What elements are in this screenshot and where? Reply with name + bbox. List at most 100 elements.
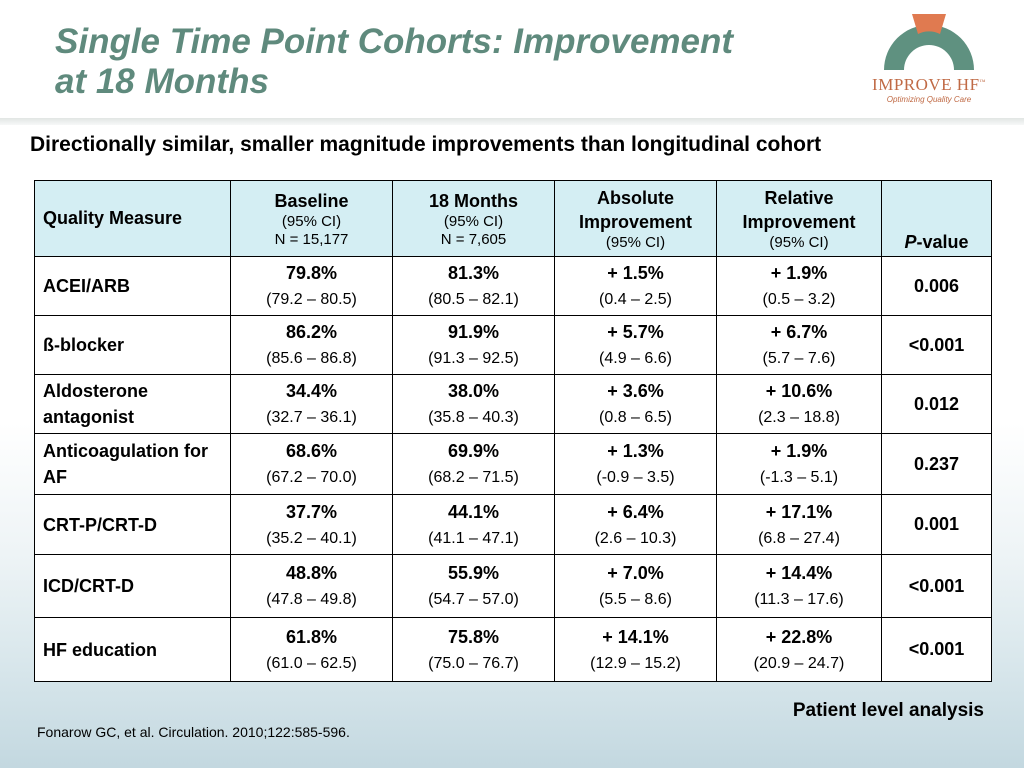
cell-value: 37.7% xyxy=(285,501,338,522)
header-baseline-n: N = 15,177 xyxy=(274,230,349,248)
slide-title: Single Time Point Cohorts: Improvement a… xyxy=(55,22,855,102)
header-relative-ci: (95% CI) xyxy=(769,233,829,251)
cell-confidence-interval: (-1.3 – 5.1) xyxy=(759,469,839,486)
header-18-months-n: N = 7,605 xyxy=(440,230,507,248)
cell-confidence-interval: (41.1 – 47.1) xyxy=(428,529,519,547)
cell-value: 48.8% xyxy=(285,563,338,583)
header-relative-improvement: Relative Improvement (95% CI) xyxy=(716,180,882,257)
logo-tagline: Optimizing Quality Care xyxy=(886,95,972,104)
cell-m18: 91.9% (91.3 – 92.5) xyxy=(392,315,555,375)
cell-p-value: 0.237 xyxy=(881,433,992,495)
cell-value: 44.1% xyxy=(447,501,500,522)
header-baseline: Baseline (95% CI) N = 15,177 xyxy=(230,180,393,257)
cell-confidence-interval: (2.3 – 18.8) xyxy=(758,409,840,426)
cell-value: + 1.3% xyxy=(607,441,664,461)
header-18-months: 18 Months (95% CI) N = 7,605 xyxy=(392,180,555,257)
slide-subtitle: Directionally similar, smaller magnitude… xyxy=(30,133,822,156)
cell-value: + 3.6% xyxy=(607,381,664,401)
table-row: ß-blocker 86.2% (85.6 – 86.8) 91.9% (91.3 – … xyxy=(34,315,992,375)
cell-confidence-interval: (85.6 – 86.8) xyxy=(266,350,357,367)
cell-value: 61.8% xyxy=(285,626,338,647)
cell-m18: 38.0% (35.8 – 40.3) xyxy=(392,374,555,434)
cell-rel: + 6.7% (5.7 – 7.6) xyxy=(716,315,882,375)
cell-abs: + 1.3% (-0.9 – 3.5) xyxy=(554,433,717,495)
cell-confidence-interval: (0.8 – 6.5) xyxy=(599,409,672,426)
row-quality-measure: HF education xyxy=(34,617,231,682)
cell-value: + 1.9% xyxy=(770,441,828,461)
cell-confidence-interval: (79.2 – 80.5) xyxy=(266,291,357,308)
header-divider xyxy=(0,118,1024,125)
cell-value: 68.6% xyxy=(285,441,338,461)
quality-measures-table: Quality Measure Baseline (95% CI) N = 15… xyxy=(34,180,992,682)
row-quality-measure: CRT-P/CRT-D xyxy=(34,494,231,555)
cell-abs: + 3.6% (0.8 – 6.5) xyxy=(554,374,717,434)
cell-confidence-interval: (32.7 – 36.1) xyxy=(266,409,357,426)
header-baseline-title: Baseline xyxy=(274,190,349,211)
cell-rel: + 1.9% (-1.3 – 5.1) xyxy=(716,433,882,495)
cell-value: + 1.9% xyxy=(770,263,828,283)
cell-abs: + 1.5% (0.4 – 2.5) xyxy=(554,256,717,316)
table-row: Aldosterone antagonist 34.4% (32.7 – 36.1)… xyxy=(34,374,992,434)
cell-baseline: 61.8% (61.0 – 62.5) xyxy=(230,617,393,682)
cell-confidence-interval: (4.9 – 6.6) xyxy=(599,350,672,367)
cell-confidence-interval: (5.5 – 8.6) xyxy=(599,591,672,608)
cell-confidence-interval: (11.3 – 17.6) xyxy=(754,591,844,608)
cell-value: 38.0% xyxy=(447,381,500,401)
cell-value: + 10.6% xyxy=(765,381,833,401)
cell-value: + 5.7% xyxy=(607,322,664,342)
improve-hf-logo: IMPROVE HF™ Optimizing Quality Care xyxy=(864,8,994,108)
cell-p-value: <0.001 xyxy=(881,617,992,682)
cell-confidence-interval: (91.3 – 92.5) xyxy=(428,350,519,367)
cell-confidence-interval: (61.0 – 62.5) xyxy=(266,654,357,672)
cell-value: 81.3% xyxy=(447,263,500,283)
cell-rel: + 1.9% (0.5 – 3.2) xyxy=(716,256,882,316)
cell-baseline: 79.8% (79.2 – 80.5) xyxy=(230,256,393,316)
cell-value: 79.8% xyxy=(285,263,338,283)
logo-arch-icon xyxy=(884,14,974,70)
cell-value: 55.9% xyxy=(447,563,500,583)
cell-baseline: 34.4% (32.7 – 36.1) xyxy=(230,374,393,434)
cell-value: 69.9% xyxy=(447,441,500,461)
cell-abs: + 7.0% (5.5 – 8.6) xyxy=(554,554,717,618)
cell-baseline: 37.7% (35.2 – 40.1) xyxy=(230,494,393,555)
logo-wordmark: IMPROVE HF™ xyxy=(864,75,994,95)
cell-confidence-interval: (0.4 – 2.5) xyxy=(599,291,672,308)
header-p-value: P-value xyxy=(881,180,992,257)
cell-confidence-interval: (20.9 – 24.7) xyxy=(753,654,845,672)
slide-title-line-2: at 18 Months xyxy=(55,62,269,101)
table-header-row: Quality Measure Baseline (95% CI) N = 15… xyxy=(34,180,992,257)
table-row: Anticoagulation for AF 68.6% (67.2 – 70.0)… xyxy=(34,433,992,495)
cell-confidence-interval: (35.2 – 40.1) xyxy=(266,529,357,547)
cell-confidence-interval: (12.9 – 15.2) xyxy=(590,654,681,672)
cell-confidence-interval: (0.5 – 3.2) xyxy=(762,291,836,308)
table-row: ACEI/ARB 79.8% (79.2 – 80.5) 81.3% (80.5 – 8… xyxy=(34,256,992,316)
header-18-months-title: 18 Months xyxy=(428,190,518,211)
cell-value: + 14.4% xyxy=(765,563,833,583)
cell-confidence-interval: (54.7 – 57.0) xyxy=(428,591,519,608)
cell-confidence-interval: (47.8 – 49.8) xyxy=(266,591,357,608)
cell-value: + 17.1% xyxy=(765,501,833,522)
header-absolute-ci: (95% CI) xyxy=(605,233,666,251)
cell-baseline: 68.6% (67.2 – 70.0) xyxy=(230,433,393,495)
cell-p-value: 0.012 xyxy=(881,374,992,434)
cell-confidence-interval: (-0.9 – 3.5) xyxy=(596,469,675,486)
slide-title-line-1: Single Time Point Cohorts: Improvement xyxy=(55,22,734,61)
cell-confidence-interval: (67.2 – 70.0) xyxy=(266,469,357,486)
table-row: HF education 61.8% (61.0 – 62.5) 75.8% (75.0… xyxy=(34,617,992,682)
table-row: ICD/CRT-D 48.8% (47.8 – 49.8) 55.9% (54.7 – … xyxy=(34,554,992,618)
cell-value: 91.9% xyxy=(447,322,500,342)
logo-wordmark-text: IMPROVE HF xyxy=(872,75,980,94)
analysis-note: Patient level analysis xyxy=(792,700,984,721)
header-absolute-improvement: Absolute Improvement (95% CI) xyxy=(554,180,717,257)
cell-rel: + 14.4% (11.3 – 17.6) xyxy=(716,554,882,618)
cell-abs: + 14.1% (12.9 – 15.2) xyxy=(554,617,717,682)
cell-p-value: <0.001 xyxy=(881,554,992,618)
table-row: CRT-P/CRT-D 37.7% (35.2 – 40.1) 44.1% (41.1 … xyxy=(34,494,992,555)
cell-rel: + 22.8% (20.9 – 24.7) xyxy=(716,617,882,682)
cell-confidence-interval: (35.8 – 40.3) xyxy=(428,409,519,426)
cell-baseline: 86.2% (85.6 – 86.8) xyxy=(230,315,393,375)
cell-p-value: <0.001 xyxy=(881,315,992,375)
cell-value: 86.2% xyxy=(285,322,338,342)
cell-m18: 69.9% (68.2 – 71.5) xyxy=(392,433,555,495)
header-quality-measure: Quality Measure xyxy=(34,180,231,257)
